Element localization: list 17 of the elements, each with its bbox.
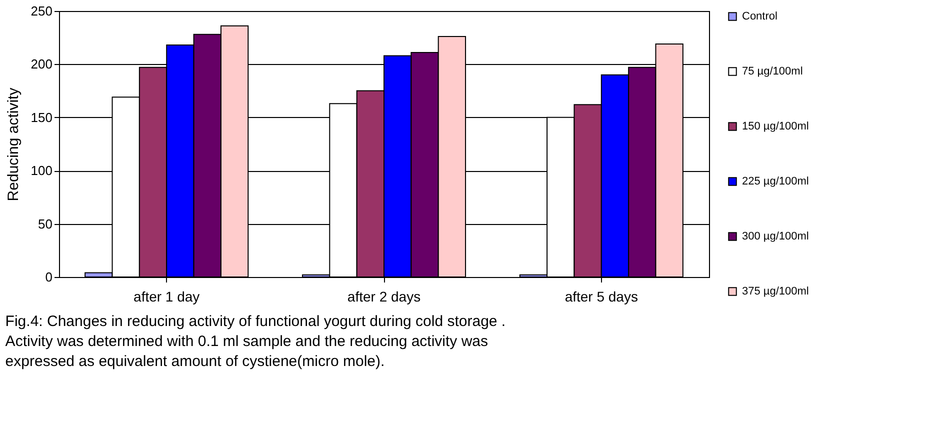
legend-label: 75 µg/100ml [742, 66, 803, 78]
x-tick-label: after 2 days [347, 288, 421, 304]
x-tick-label: after 1 day [134, 288, 200, 304]
y-tick-label: 200 [30, 56, 52, 72]
legend-label: Control [742, 10, 778, 22]
caption: Fig.4: Changes in reducing activity of functional yogurt during cold storage . Activity was determined with 0.1 ml sample and the reducing activity was expressed as equivalent amount of cystiene(micro mole). [5, 313, 506, 370]
y-tick-label: 0 [45, 270, 52, 284]
legend-label: 150 µg/100ml [742, 120, 809, 132]
y-tick-label: 250 [30, 4, 52, 18]
y-tick-label: 150 [30, 110, 52, 125]
legend-label: 375 µg/100ml [742, 286, 809, 298]
legend-label: 225 µg/100ml [742, 176, 809, 188]
x-tick-label: after 5 days [564, 288, 638, 304]
legend-label: 300 µg/100ml [742, 230, 809, 242]
y-axis-title: Reducing activity [4, 87, 22, 202]
y-tick-label: 50 [38, 216, 52, 232]
y-tick-label: 100 [30, 163, 52, 178]
